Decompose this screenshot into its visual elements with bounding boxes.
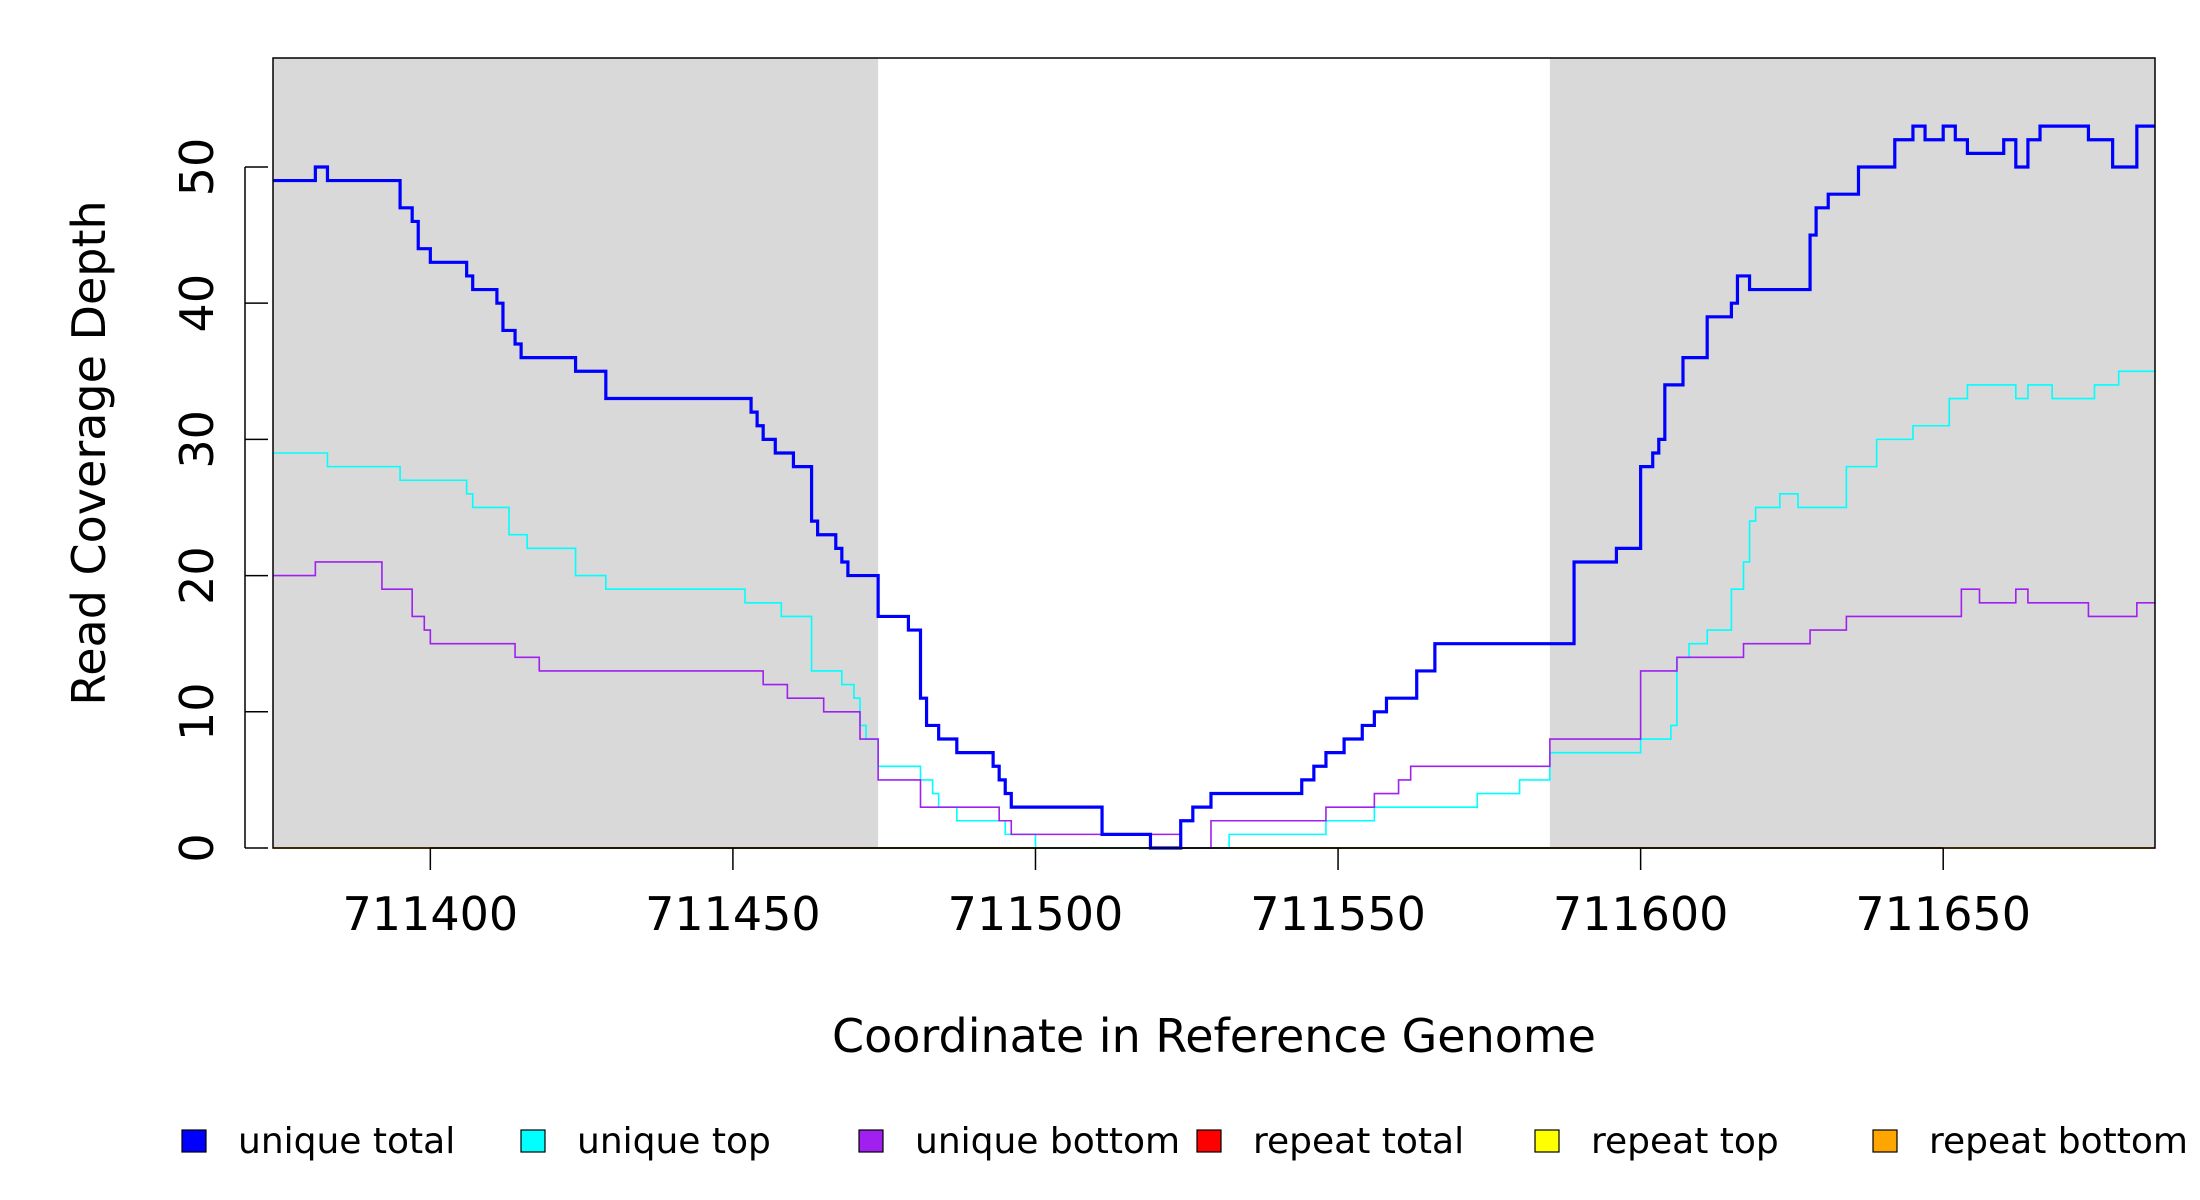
legend-label: repeat bottom bbox=[1929, 1121, 2188, 1162]
legend-swatch bbox=[1872, 1129, 1898, 1153]
y-axis: 0 10 20 30 40 50 bbox=[170, 138, 268, 863]
y-tick-label: 0 bbox=[170, 833, 224, 862]
legend-item-repeat-total: repeat total bbox=[1196, 1121, 1464, 1162]
legend-item-repeat-top: repeat top bbox=[1534, 1121, 1779, 1162]
y-tick-label: 30 bbox=[170, 410, 224, 469]
x-tick-label: 711400 bbox=[343, 887, 519, 941]
shaded-region bbox=[1549, 58, 2155, 848]
y-tick-label: 20 bbox=[170, 546, 224, 605]
y-axis-title: Read Coverage Depth bbox=[62, 200, 116, 705]
x-tick-label: 711600 bbox=[1553, 887, 1729, 941]
x-axis-title: Coordinate in Reference Genome bbox=[832, 1009, 1596, 1063]
legend-item-unique-total: unique total bbox=[181, 1121, 455, 1162]
shaded-regions bbox=[273, 58, 2155, 848]
x-tick-label: 711450 bbox=[645, 887, 821, 941]
legend-swatch bbox=[858, 1129, 884, 1153]
legend-item-repeat-bottom: repeat bottom bbox=[1872, 1121, 2188, 1162]
y-tick-label: 40 bbox=[170, 274, 224, 333]
x-tick-label: 711650 bbox=[1855, 887, 2031, 941]
y-tick-label: 50 bbox=[170, 138, 224, 197]
legend-label: unique top bbox=[577, 1121, 771, 1162]
y-tick-label: 10 bbox=[170, 683, 224, 742]
legend-item-unique-bottom: unique bottom bbox=[858, 1121, 1180, 1162]
x-tick-label: 711500 bbox=[948, 887, 1124, 941]
legend-label: repeat total bbox=[1253, 1121, 1464, 1162]
legend-label: unique total bbox=[238, 1121, 455, 1162]
x-axis: 711400 711450 711500 711550 711600 711650 bbox=[343, 847, 2031, 941]
series-line-unique-total bbox=[273, 124, 2155, 850]
legend-swatch bbox=[520, 1129, 546, 1153]
x-tick-label: 711550 bbox=[1250, 887, 1426, 941]
legend-label: unique bottom bbox=[915, 1121, 1180, 1162]
legend-swatch bbox=[181, 1129, 207, 1153]
legend-swatch bbox=[1534, 1129, 1560, 1153]
legend-label: repeat top bbox=[1591, 1121, 1779, 1162]
series-line-unique-top bbox=[273, 370, 2155, 849]
legend-swatch bbox=[1196, 1129, 1222, 1153]
series-line-unique-bottom bbox=[273, 561, 2155, 849]
legend-item-unique-top: unique top bbox=[520, 1121, 771, 1162]
legend: unique total unique top unique bottom repea… bbox=[181, 1121, 2188, 1162]
